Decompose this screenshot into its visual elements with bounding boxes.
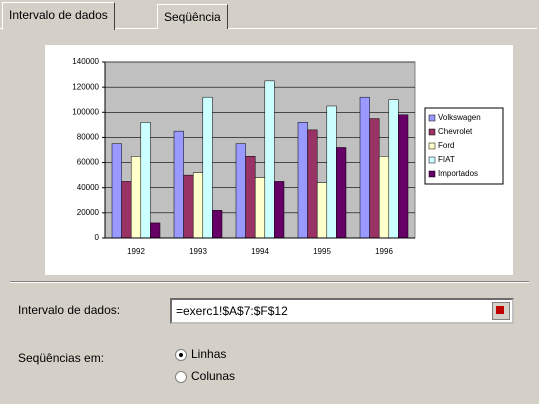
legend-label: Ford [438,141,454,150]
bar [254,177,266,239]
radio[interactable] [175,371,187,383]
bar [307,129,318,239]
range-label: Intervalo de dados: [18,303,121,317]
legend-swatch [428,114,436,122]
bar [316,182,328,239]
bar [378,156,390,239]
bar [130,156,142,239]
tab[interactable]: Intervalo de dados [2,2,115,30]
y-tick-label: 60000 [77,158,100,167]
bar [274,181,285,239]
tab[interactable]: Seqüência [157,4,228,29]
legend-swatch [428,170,436,178]
x-tick-label: 1993 [189,247,207,256]
bar [140,122,151,239]
bar [183,174,194,239]
bar [336,147,347,239]
bar [245,156,256,239]
legend-label: FIAT [438,155,455,164]
range-value: =exerc1!$A$7:$F$12 [176,304,288,318]
bar [264,80,275,239]
bar [297,122,308,239]
bar [388,99,399,239]
radio-option[interactable]: Linhas [175,347,226,361]
y-tick-label: 120000 [72,82,99,91]
bar [121,181,132,239]
bar [398,114,409,239]
y-tick-label: 100000 [72,107,99,116]
y-tick-label: 20000 [77,208,100,217]
radio-option[interactable]: Colunas [175,369,235,383]
legend-label: Importados [438,169,478,178]
y-tick-label: 0 [95,233,100,242]
x-tick-label: 1995 [313,247,331,256]
x-tick-label: 1992 [127,247,145,256]
collapse-button[interactable] [492,302,510,320]
legend-swatch [428,128,436,136]
legend-swatch [428,142,436,150]
series-in-label: Seqüências em: [18,351,105,365]
bar [235,143,246,239]
x-tick-label: 1996 [375,247,393,256]
bar [326,105,337,239]
radio-label: Linhas [191,347,227,361]
y-tick-label: 80000 [77,133,100,142]
y-tick-label: 140000 [72,57,99,66]
separator [10,281,529,283]
tab-panel [0,28,537,404]
y-tick-label: 40000 [77,183,100,192]
bar [173,130,184,239]
bar [359,96,370,239]
radio[interactable] [175,349,187,361]
radio-label: Colunas [191,369,236,383]
legend-swatch [428,156,436,164]
legend-label: Chevrolet [438,127,473,136]
chart: 0 20000 40000 60000 80000 100000 120000 140000 1… [45,45,513,275]
bar [202,96,213,239]
bar [212,210,223,239]
range-input[interactable]: =exerc1!$A$7:$F$12 [170,298,514,324]
bar [111,143,122,239]
x-tick-label: 1994 [251,247,269,256]
bar [192,172,204,239]
legend [424,107,504,185]
bar [150,222,161,239]
bar [369,118,380,239]
legend-label: Volkswagen [438,113,481,122]
